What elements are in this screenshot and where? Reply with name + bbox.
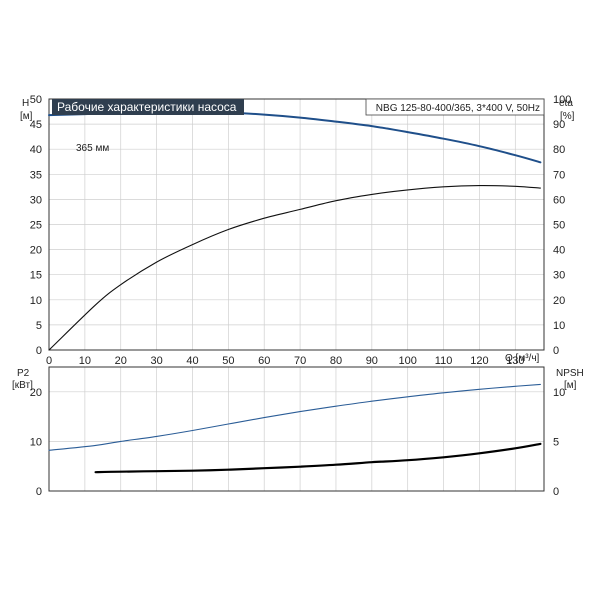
h-tick-label: 45 [30,119,42,131]
eta-tick-label: 40 [553,245,565,257]
eta-tick-label: 80 [553,144,565,156]
h-tick-label: 0 [36,345,42,357]
h-tick-label: 20 [30,245,42,257]
npsh-axis-unit: [м] [564,380,577,391]
h-tick-label: 35 [30,169,42,181]
h-tick-label: 10 [30,295,42,307]
p2-tick-label: 20 [30,387,42,399]
chart-title-background [52,99,244,115]
power-curve [48,383,541,451]
p2-axis-title: P2 [17,368,30,379]
npsh-curve [94,442,542,474]
eta-tick-label: 50 [553,220,565,232]
npsh-axis-title: NPSH [556,368,584,379]
q-tick-label: 120 [470,355,488,367]
h-tick-label: 40 [30,144,42,156]
top-panel-frame [48,98,545,351]
q-tick-label: 60 [258,355,270,367]
chart-title: Рабочие характеристики насоса [52,99,244,115]
h-tick-label: 30 [30,194,42,206]
h-axis-unit: [м] [20,111,33,122]
model-box: NBG 125-80-400/365, 3*400 V, 50Hz [365,98,545,116]
eta-axis-title: eta [559,98,573,109]
curves [48,110,542,474]
q-tick-label: 40 [186,355,198,367]
grid [48,98,544,492]
head-curve [48,110,542,164]
h-axis-title: H [22,98,29,109]
npsh-tick-label: 0 [553,486,559,498]
plot-frames [48,98,545,492]
q-tick-label: 20 [115,355,127,367]
npsh-tick-label: 10 [553,387,565,399]
model-text: NBG 125-80-400/365, 3*400 V, 50Hz [376,103,540,114]
h-tick-label: 5 [36,320,42,332]
p2-axis-unit: [кВт] [12,380,33,391]
q-tick-label: 130 [506,355,524,367]
h-tick-label: 25 [30,220,42,232]
q-tick-label: 50 [222,355,234,367]
q-tick-label: 80 [330,355,342,367]
eta-axis-unit: [%] [560,111,575,122]
eta-tick-label: 20 [553,295,565,307]
bottom-panel-frame [48,366,545,492]
eta-tick-label: 10 [553,320,565,332]
q-tick-label: 100 [399,355,417,367]
eta-tick-label: 60 [553,194,565,206]
h-tick-label: 15 [30,270,42,282]
eta-tick-label: 90 [553,119,565,131]
q-tick-label: 30 [150,355,162,367]
q-tick-label: 10 [79,355,91,367]
eta-tick-label: 100 [553,94,571,106]
chart-title-text: Рабочие характеристики насоса [57,100,237,114]
npsh-tick-label: 5 [553,436,559,448]
q-tick-label: 90 [366,355,378,367]
q-tick-label: 0 [46,355,52,367]
model-box-border [365,98,545,116]
p2-tick-label: 10 [30,436,42,448]
h-tick-label: 50 [30,94,42,106]
curve-label-365mm: 365 мм [76,143,109,154]
efficiency-curve [48,185,541,351]
q-tick-label: 110 [435,355,453,367]
eta-tick-label: 70 [553,169,565,181]
eta-tick-label: 30 [553,270,565,282]
p2-tick-label: 0 [36,486,42,498]
eta-tick-label: 0 [553,345,559,357]
q-tick-label: 70 [294,355,306,367]
q-axis-title: Q [м³/ч] [505,353,540,364]
